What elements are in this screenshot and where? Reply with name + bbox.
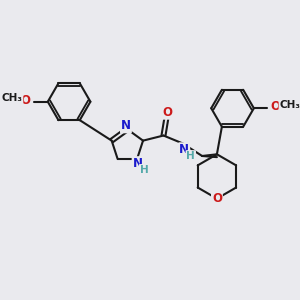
Text: CH₃: CH₃ bbox=[2, 93, 22, 103]
Text: O: O bbox=[21, 94, 31, 107]
Text: N: N bbox=[133, 157, 142, 170]
Text: CH₃: CH₃ bbox=[279, 100, 300, 110]
Text: O: O bbox=[212, 192, 222, 205]
Text: O: O bbox=[163, 106, 173, 119]
Text: N: N bbox=[179, 143, 189, 156]
Text: H: H bbox=[140, 165, 148, 175]
Text: H: H bbox=[186, 151, 195, 161]
Text: O: O bbox=[270, 100, 280, 113]
Text: N: N bbox=[121, 119, 131, 132]
